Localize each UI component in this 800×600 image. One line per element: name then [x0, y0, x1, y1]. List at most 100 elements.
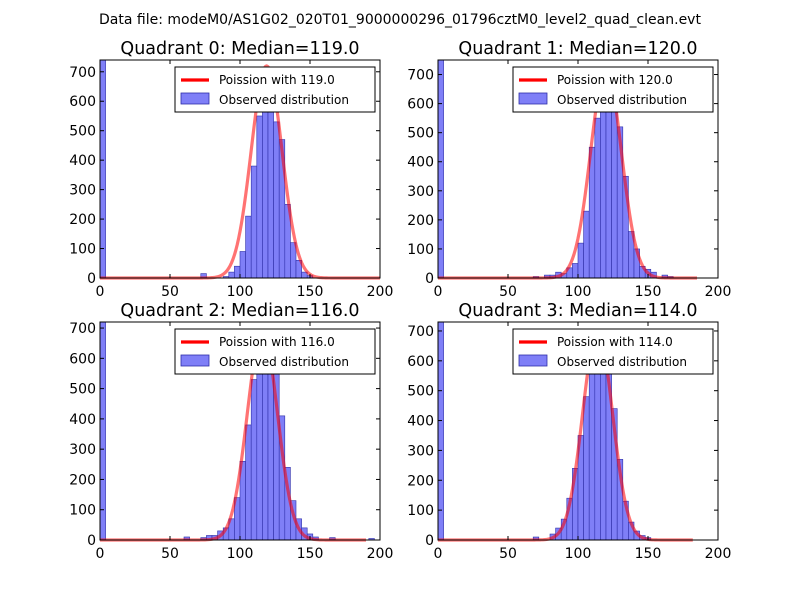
histogram-bar	[600, 103, 607, 279]
y-tick-label: 300	[69, 442, 96, 458]
histogram-bar	[245, 424, 252, 541]
legend: Poission with 119.0 Observed distribution	[174, 66, 376, 113]
legend-fit-label: Poission with 114.0	[557, 335, 673, 349]
legend-bar-label: Observed distribution	[557, 93, 687, 107]
quadrant-3-panel: Quadrant 3: Median=114.0 0 50 100 150 200 0 100…	[407, 301, 731, 562]
legend-box	[174, 66, 376, 113]
legend-bar-swatch	[180, 92, 210, 105]
y-tick-label: 200	[69, 212, 96, 228]
histogram-bar	[572, 263, 579, 279]
x-tick-label: 150	[635, 546, 662, 562]
x-tick-label: 0	[96, 546, 105, 562]
y-tick-label: 500	[69, 382, 96, 398]
y-tick-label: 600	[69, 351, 96, 367]
x-tick-label: 50	[161, 546, 179, 562]
y-tick-label: 100	[407, 503, 434, 519]
histogram-bar	[245, 215, 252, 279]
y-tick-label: 0	[425, 533, 434, 549]
histogram-bar	[234, 265, 241, 279]
y-tick-label: 200	[69, 472, 96, 488]
x-tick-label: 100	[565, 546, 592, 562]
y-tick-label: 0	[87, 533, 96, 549]
legend-box	[512, 328, 714, 375]
legend-fit-label: Poission with 116.0	[219, 335, 335, 349]
y-tick-label: 200	[407, 473, 434, 489]
x-tick-label: 200	[705, 546, 732, 562]
histogram-bar	[99, 59, 106, 279]
y-tick-label: 700	[407, 324, 434, 340]
panel-title: Quadrant 1: Median=120.0	[458, 39, 697, 59]
legend-fit-label: Poission with 119.0	[219, 73, 335, 87]
x-tick-label: 200	[367, 284, 394, 300]
histogram-bar	[437, 59, 444, 279]
histogram-bar	[290, 242, 297, 279]
x-tick-label: 150	[297, 284, 324, 300]
y-tick-label: 600	[69, 94, 96, 110]
histogram-bar	[267, 106, 274, 279]
histogram-bar	[250, 379, 258, 541]
y-tick-label: 300	[407, 184, 434, 200]
legend-bar-swatch	[180, 354, 210, 367]
quadrant-2-panel: Quadrant 2: Median=116.0 0 50 100 150 200 0 100…	[69, 301, 393, 562]
y-tick-label: 100	[69, 503, 96, 519]
panel-title: Quadrant 2: Median=116.0	[120, 301, 359, 321]
y-tick-label: 500	[407, 384, 434, 400]
y-tick-label: 700	[69, 321, 96, 337]
histogram-bar	[605, 94, 612, 279]
histogram-bar	[262, 89, 269, 279]
histogram-bar	[250, 165, 258, 279]
legend-box	[512, 66, 714, 113]
y-tick-label: 100	[69, 242, 96, 258]
y-tick-label: 600	[407, 354, 434, 370]
histogram-bar	[273, 121, 280, 279]
histogram-bar	[99, 321, 106, 541]
legend-bar-label: Observed distribution	[219, 355, 349, 369]
legend: Poission with 120.0 Observed distribution	[512, 66, 714, 113]
quadrant-0-panel: Quadrant 0: Median=119.0 0 50 100 150 200 0 100…	[69, 39, 393, 300]
histogram-bar	[594, 345, 601, 541]
legend-box	[174, 328, 376, 375]
legend-bar-label: Observed distribution	[219, 93, 349, 107]
y-tick-label: 0	[87, 271, 96, 287]
histogram-bar	[583, 396, 590, 541]
x-tick-label: 200	[367, 546, 394, 562]
legend: Poission with 116.0 Observed distribution	[174, 328, 376, 375]
y-tick-label: 300	[69, 183, 96, 199]
y-tick-label: 400	[69, 412, 96, 428]
x-tick-label: 100	[565, 284, 592, 300]
x-tick-label: 50	[161, 284, 179, 300]
panel-title: Quadrant 3: Median=114.0	[458, 301, 697, 321]
x-tick-label: 150	[297, 546, 324, 562]
figure-suptitle: Data file: modeM0/AS1G02_020T01_90000002…	[99, 12, 701, 28]
legend: Poission with 114.0 Observed distribution	[512, 328, 714, 375]
histogram-bar	[262, 345, 269, 541]
histogram-bar	[437, 321, 444, 541]
y-tick-label: 600	[407, 97, 434, 113]
legend-bar-swatch	[518, 92, 548, 105]
x-tick-label: 0	[96, 284, 105, 300]
histogram-bar	[588, 369, 596, 541]
x-tick-label: 50	[499, 546, 517, 562]
x-tick-label: 100	[227, 284, 254, 300]
y-tick-label: 400	[407, 155, 434, 171]
y-tick-label: 400	[407, 414, 434, 430]
histogram-bar	[228, 271, 235, 279]
histogram-bar	[583, 210, 590, 279]
y-tick-label: 300	[407, 443, 434, 459]
x-tick-label: 0	[434, 546, 443, 562]
y-tick-label: 400	[69, 153, 96, 169]
histogram-bar	[239, 251, 246, 279]
x-tick-label: 150	[635, 284, 662, 300]
x-tick-label: 200	[705, 284, 732, 300]
histogram-bar	[256, 115, 263, 279]
histogram-bar	[594, 117, 601, 279]
x-tick-label: 100	[227, 546, 254, 562]
y-tick-label: 700	[69, 65, 96, 81]
y-tick-label: 500	[407, 126, 434, 142]
y-tick-label: 500	[69, 124, 96, 140]
histogram-bar	[577, 242, 584, 279]
y-tick-label: 100	[407, 242, 434, 258]
panel-title: Quadrant 0: Median=119.0	[120, 39, 359, 59]
x-tick-label: 0	[434, 284, 443, 300]
